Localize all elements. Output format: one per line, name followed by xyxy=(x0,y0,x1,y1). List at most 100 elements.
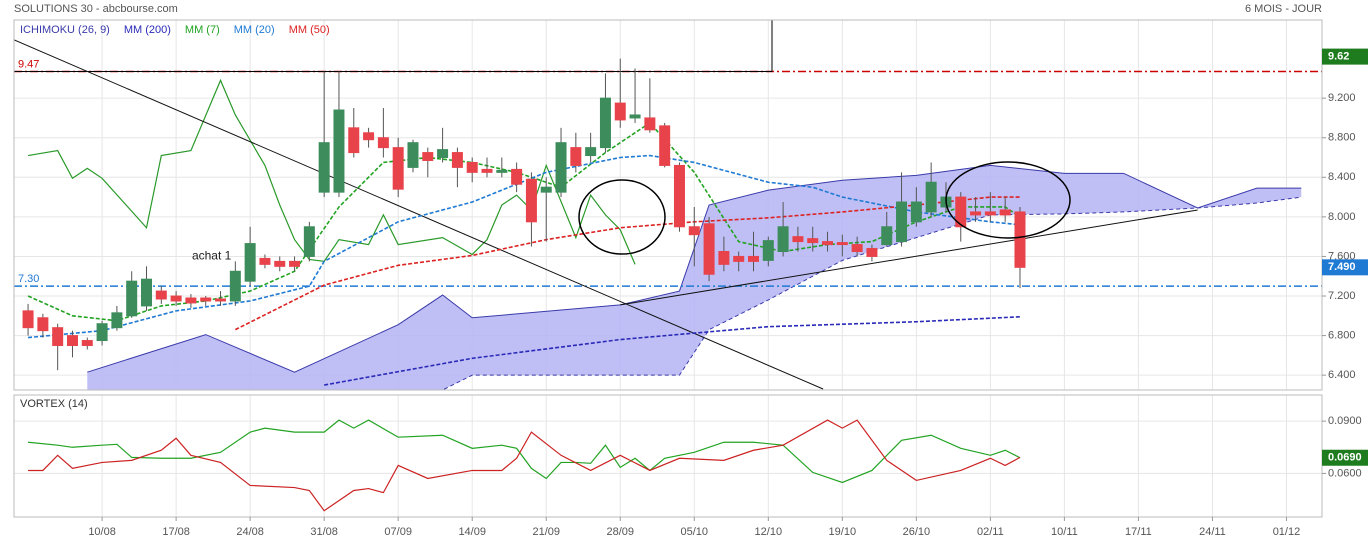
candle-body xyxy=(614,102,626,121)
legend-entry: ICHIMOKU (26, 9) xyxy=(20,24,110,36)
main-panel: achat 1 xyxy=(14,20,1322,390)
candle-body xyxy=(66,335,78,346)
cloud-upper xyxy=(87,164,1302,373)
y-tick-label: 6.800 xyxy=(1328,329,1356,341)
x-tick-label: 17/08 xyxy=(162,526,190,538)
candle-body xyxy=(777,226,789,252)
ichimoku-cloud xyxy=(87,165,1302,390)
cloud-lower xyxy=(87,196,1302,390)
x-tick-label: 19/10 xyxy=(829,526,857,538)
vortex-line xyxy=(28,419,1021,512)
candle-body xyxy=(644,117,656,131)
candle-body xyxy=(481,168,493,173)
candle-body xyxy=(244,243,256,282)
x-tick-label: 07/09 xyxy=(384,526,412,538)
candle-body xyxy=(96,323,108,342)
price-marker xyxy=(1322,48,1368,65)
candle-body xyxy=(377,137,389,149)
y-tick-label: 8.400 xyxy=(1328,171,1356,183)
candle-body xyxy=(52,327,64,346)
x-tick-label: 05/10 xyxy=(681,526,709,538)
candle-body xyxy=(1014,211,1026,268)
level-label: 7.30 xyxy=(18,273,39,285)
main-frame xyxy=(13,19,1323,391)
candle-body xyxy=(866,248,878,257)
axes: 10/08 17/08 24/08 31/08 07/09 14/09 21/09 28/09… xyxy=(13,19,1368,538)
candle-body xyxy=(570,147,582,166)
ma-line xyxy=(27,154,1021,339)
candle-body xyxy=(747,255,759,262)
candle-body xyxy=(81,340,93,346)
candle-body xyxy=(970,211,982,216)
candle-body xyxy=(126,280,138,317)
candle-body xyxy=(555,142,567,193)
candle-body xyxy=(718,250,730,265)
y-tick-label: 0.0600 xyxy=(1328,467,1362,479)
candle-body xyxy=(155,290,167,300)
candle-body xyxy=(792,236,804,243)
candle-body xyxy=(999,209,1011,216)
x-tick-label: 10/08 xyxy=(88,526,116,538)
y-tick-label: 8.800 xyxy=(1328,132,1356,144)
candle-body xyxy=(540,186,552,193)
trendline xyxy=(14,39,824,390)
candle-body xyxy=(259,257,271,265)
candle-body xyxy=(274,260,286,267)
chikou-line xyxy=(27,78,636,265)
candle-body xyxy=(141,278,153,307)
vortex-panel xyxy=(14,395,1322,517)
candle-body xyxy=(807,238,819,244)
candle-body xyxy=(348,127,360,154)
candle-body xyxy=(629,114,641,119)
candle-body xyxy=(585,147,597,157)
candle-body xyxy=(525,178,537,223)
x-tick-label: 12/10 xyxy=(755,526,783,538)
candle-body xyxy=(955,196,967,228)
candle-body xyxy=(688,226,700,236)
vortex-frame xyxy=(13,394,1323,518)
x-tick-label: 02/11 xyxy=(977,526,1004,538)
legend-entry: MM (20) xyxy=(234,24,275,36)
y-tick-label: 8.000 xyxy=(1328,211,1356,223)
candle-body xyxy=(466,161,478,173)
x-tick-label: 31/08 xyxy=(310,526,338,538)
price-marker-label: 9.62 xyxy=(1328,51,1349,63)
x-tick-label: 21/09 xyxy=(532,526,560,538)
candle-body xyxy=(659,125,671,166)
candle-body xyxy=(185,297,197,304)
candle-body xyxy=(22,310,34,329)
chart-title: SOLUTIONS 30 - abcbourse.com xyxy=(14,3,178,15)
candle-body xyxy=(422,152,434,161)
legend-entry: MM (7) xyxy=(185,24,220,36)
annotation-ellipse xyxy=(578,179,666,255)
x-tick-label: 28/09 xyxy=(606,526,634,538)
candle-body xyxy=(111,312,123,329)
y-tick-label: 7.200 xyxy=(1328,290,1356,302)
candle-body xyxy=(822,241,834,246)
candle-body xyxy=(437,149,449,159)
candle-body xyxy=(836,242,848,246)
candle-body xyxy=(733,255,745,262)
annotation-ellipse xyxy=(945,161,1071,239)
candle-body xyxy=(896,201,908,243)
vortex-title: VORTEX (14) xyxy=(20,398,88,410)
candle-body xyxy=(496,169,508,173)
x-tick-label: 17/11 xyxy=(1125,526,1152,538)
x-tick-label: 10/11 xyxy=(1051,526,1078,538)
candle-body xyxy=(673,164,685,228)
y-tick-label: 0.0900 xyxy=(1328,415,1362,427)
candle-body xyxy=(215,298,227,302)
candle-body xyxy=(881,226,893,246)
candle-body xyxy=(318,142,330,193)
x-tick-label: 24/11 xyxy=(1199,526,1226,538)
period-label: 6 MOIS - JOUR xyxy=(1245,3,1322,15)
trendline xyxy=(620,209,1198,306)
ma-line xyxy=(324,315,1021,386)
candle-body xyxy=(37,317,49,332)
candle-body xyxy=(229,270,241,302)
price-marker xyxy=(1322,449,1368,466)
level-label: 9.47 xyxy=(18,58,39,70)
x-tick-label: 01/12 xyxy=(1273,526,1301,538)
candle-body xyxy=(392,147,404,190)
